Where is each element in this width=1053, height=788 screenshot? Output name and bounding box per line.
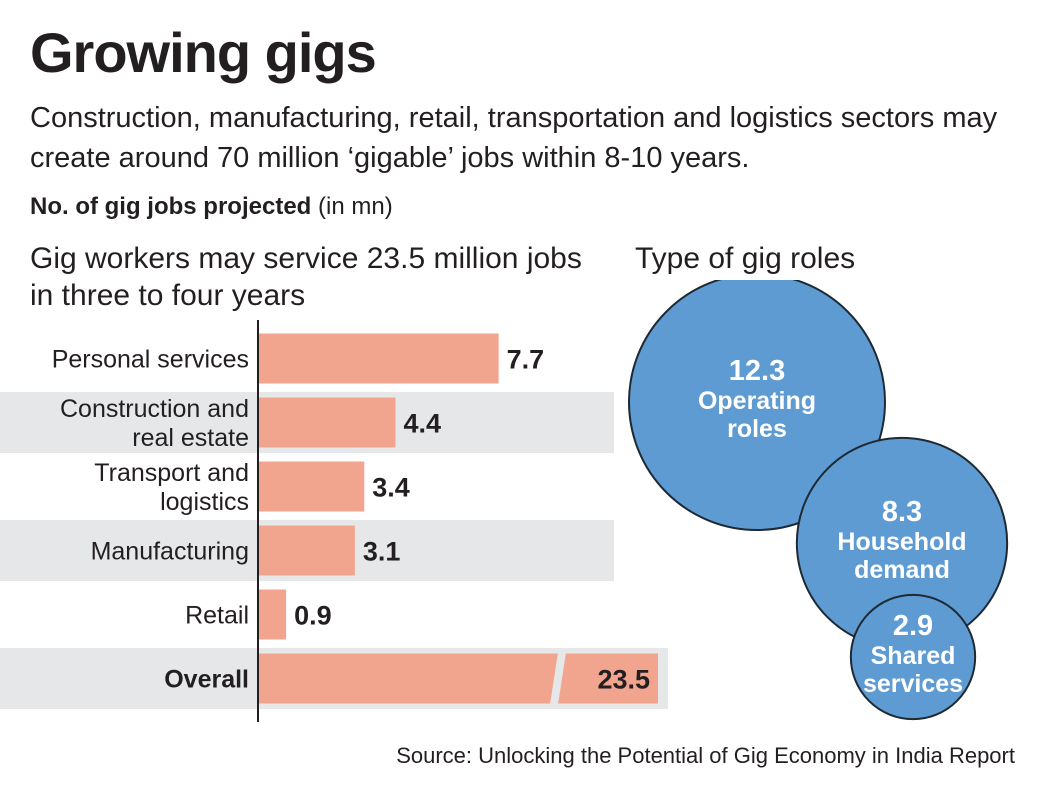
bubble-value-shared-services: 2.9 [893,610,933,642]
value-label-construction-and-real-estate: 4.4 [404,409,442,439]
bubble-operating-roles [628,280,886,531]
measure-label: No. of gig jobs projected [30,193,312,220]
bar-manufacturing [258,525,355,576]
bubble-label-operating-roles: Operating roles [698,387,816,443]
bubble-value-operating-roles: 12.3 [729,355,785,387]
bar-chart: 7.7 Personal services 4.4 Construction and r… [0,320,668,722]
value-label-retail: 0.9 [294,601,332,631]
source-note: Source: Unlocking the Potential of Gig E… [396,743,1015,768]
page-title: Growing gigs [30,21,377,84]
category-label-retail: Retail [185,602,249,630]
value-label-overall: 23.5 [597,665,650,695]
bar-overall [258,653,658,704]
bubble-label-household-demand: Household demand [837,528,966,584]
bar-personal-services [258,333,499,384]
bar-transport-and-logistics [258,461,365,512]
category-label-personal-services: Personal services [52,346,249,374]
bar-chart-title: Gig workers may service 23.5 million job… [30,242,582,312]
bar-retail [258,589,287,640]
bar-construction-and-real-estate [258,397,396,448]
category-label-transport-and-logistics: Transport and logistics [94,459,249,516]
measure-note: No. of gig jobs projected (in mn) [30,192,393,222]
value-label-transport-and-logistics: 3.4 [372,473,410,503]
bubble-chart-title: Type of gig roles [635,242,856,275]
value-label-manufacturing: 3.1 [363,537,401,567]
value-label-personal-services: 7.7 [507,345,545,375]
page-subtitle: Construction, manufacturing, retail, tra… [30,102,998,174]
bubble-shared-services [849,593,977,721]
category-label-construction-and-real-estate: Construction and real estate [60,395,249,452]
category-label-manufacturing: Manufacturing [91,538,249,566]
bubble-value-household-demand: 8.3 [882,496,922,528]
bubble-label-shared-services: Shared services [863,642,963,698]
measure-unit: (in mn) [318,193,393,220]
category-label-overall: Overall [164,666,249,694]
axis-break-mark [550,652,566,705]
